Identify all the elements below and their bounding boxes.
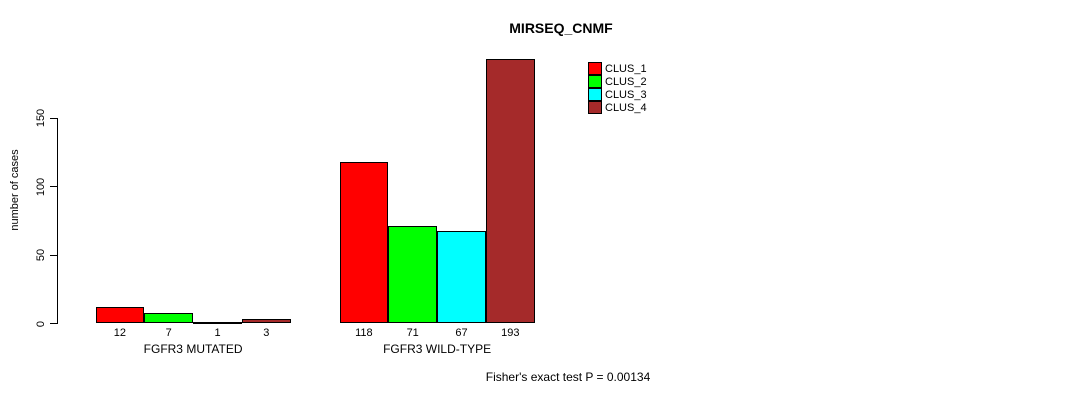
legend-swatch-clus_3 [588, 88, 602, 101]
bar-clus_2-group2 [388, 225, 438, 323]
legend-label: CLUS_1 [605, 62, 647, 75]
bar-clus_3-group1 [193, 321, 242, 324]
y-tick-label: 0 [35, 320, 47, 327]
bar-value-label: 71 [406, 327, 419, 339]
bar-value-label: 193 [501, 327, 520, 339]
legend-swatch-clus_2 [588, 75, 602, 88]
bar-clus_1-group1 [95, 306, 145, 323]
legend-label: CLUS_2 [605, 75, 647, 88]
y-tick-label: 150 [35, 109, 47, 128]
y-tick [50, 117, 57, 119]
bar-clus_4-group2 [485, 59, 535, 323]
bar-clus_1-group2 [339, 161, 389, 323]
bar-value-label: 7 [165, 327, 172, 339]
bar-value-label: 3 [263, 327, 270, 339]
y-axis-line [57, 118, 58, 324]
y-tick [50, 323, 57, 324]
y-tick [50, 254, 57, 256]
y-tick [50, 186, 57, 188]
bar-clus_3-group2 [437, 231, 486, 323]
y-tick-label: 100 [35, 177, 47, 197]
stat-annotation: Fisher's exact test P = 0.00134 [485, 370, 651, 384]
y-tick-label: 50 [35, 249, 47, 262]
legend-label: CLUS_4 [605, 101, 647, 114]
bar-clus_4-group1 [241, 318, 291, 323]
legend-swatch-clus_4 [588, 101, 602, 114]
bar-clus_2-group1 [144, 313, 194, 323]
legend-label: CLUS_3 [605, 88, 647, 101]
y-axis-title: number of cases [9, 149, 21, 231]
bar-value-label: 118 [355, 327, 373, 339]
group-label-1: FGFR3 MUTATED [143, 342, 243, 356]
bar-value-label: 1 [214, 327, 221, 339]
chart-title: MIRSEQ_CNMF [509, 20, 613, 36]
group-label-2: FGFR3 WILD-TYPE [383, 342, 492, 356]
bar-value-label: 12 [113, 327, 127, 339]
bar-value-label: 67 [455, 327, 468, 339]
legend-swatch-clus_1 [588, 62, 602, 75]
